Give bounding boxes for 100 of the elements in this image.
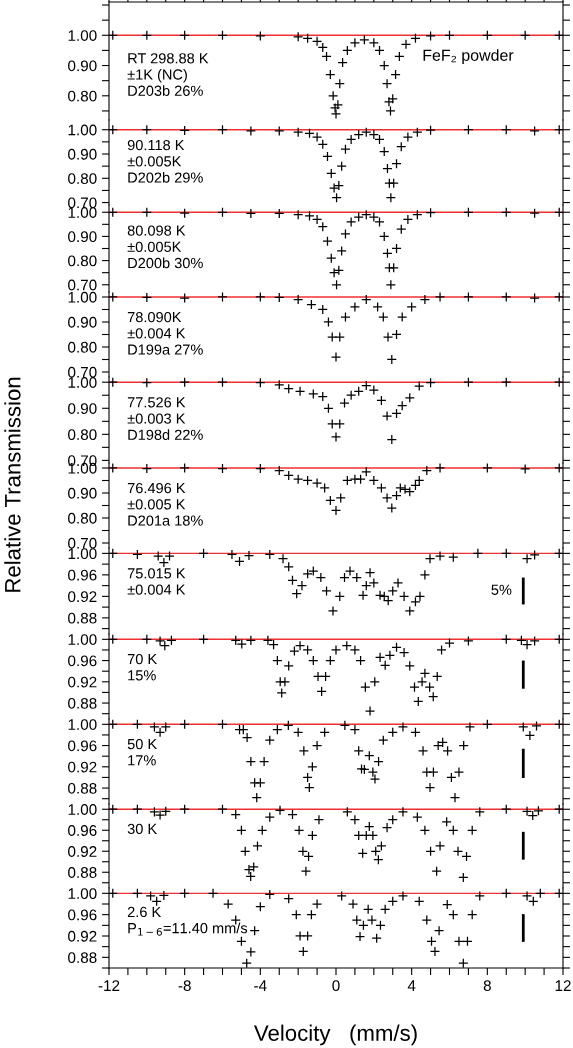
point xyxy=(387,896,398,907)
point xyxy=(412,127,423,138)
point xyxy=(391,329,402,340)
y-tick-label: 0.70 xyxy=(68,537,97,549)
point xyxy=(297,846,309,857)
point xyxy=(317,304,328,315)
point xyxy=(414,896,425,907)
point xyxy=(374,134,385,145)
point xyxy=(406,301,417,313)
point xyxy=(463,207,474,218)
point xyxy=(364,567,376,578)
point xyxy=(304,128,315,139)
point xyxy=(245,946,257,958)
y-tick-label: 1.00 xyxy=(68,30,97,41)
annotation: FeF₂ powder xyxy=(423,49,514,65)
point xyxy=(367,766,379,778)
point xyxy=(223,898,234,910)
point xyxy=(316,686,327,697)
point xyxy=(531,720,542,732)
point xyxy=(336,245,347,257)
point xyxy=(397,721,409,733)
point xyxy=(444,637,455,649)
y-tick-label: 0.96 xyxy=(68,740,97,752)
point xyxy=(374,652,386,663)
point xyxy=(501,804,512,815)
point xyxy=(516,635,527,646)
annotation: RT 298.88 K ±1K (NC) D203b 26% xyxy=(127,53,209,96)
point xyxy=(141,377,152,388)
point xyxy=(311,898,323,910)
point xyxy=(354,931,366,942)
y-tick-label: 0.70 xyxy=(68,197,97,209)
point xyxy=(520,30,531,41)
point xyxy=(279,676,291,687)
x-tick-label: 8 xyxy=(483,980,491,992)
point xyxy=(308,655,319,666)
point xyxy=(330,351,342,363)
point xyxy=(291,909,302,920)
point xyxy=(461,851,472,862)
point xyxy=(141,634,152,645)
point xyxy=(141,292,152,303)
point xyxy=(381,492,393,504)
point xyxy=(296,580,308,591)
point xyxy=(268,639,279,650)
point xyxy=(378,735,389,746)
point xyxy=(264,811,275,823)
point xyxy=(132,719,143,730)
point xyxy=(342,806,353,818)
point xyxy=(302,475,313,486)
point xyxy=(327,605,339,617)
point xyxy=(391,243,402,254)
point xyxy=(361,294,372,305)
point xyxy=(402,131,414,143)
point xyxy=(437,737,448,748)
point xyxy=(529,292,540,304)
point xyxy=(342,475,353,486)
point xyxy=(452,846,464,857)
point xyxy=(240,846,251,857)
point xyxy=(384,650,396,661)
point xyxy=(375,920,386,931)
point xyxy=(382,248,393,259)
point xyxy=(334,331,345,343)
point xyxy=(402,214,414,225)
point xyxy=(255,463,266,474)
point xyxy=(429,946,441,957)
x-tick-label: 0 xyxy=(332,980,340,992)
point xyxy=(383,96,395,107)
point xyxy=(390,69,401,80)
point xyxy=(554,634,563,645)
annotation: 30 K xyxy=(127,823,157,835)
point xyxy=(554,719,563,730)
point xyxy=(331,192,342,203)
point xyxy=(307,761,318,772)
point xyxy=(334,78,345,89)
point xyxy=(373,756,384,767)
point xyxy=(245,208,257,219)
y-tick-label: 0.80 xyxy=(68,341,97,353)
point xyxy=(432,671,443,682)
point xyxy=(249,925,260,936)
point xyxy=(149,721,160,733)
y-tick-label: 0.90 xyxy=(68,231,97,243)
point xyxy=(353,830,364,841)
point xyxy=(363,904,374,915)
point xyxy=(330,505,342,516)
y-tick-label: 0.90 xyxy=(68,60,97,72)
point xyxy=(431,866,442,877)
y-tick-label: 0.96 xyxy=(68,655,97,667)
point xyxy=(283,470,294,481)
x-tick-label: 12 xyxy=(555,980,571,991)
point xyxy=(554,888,563,899)
y-tick-label: 1.00 xyxy=(68,124,97,136)
point xyxy=(321,585,332,597)
annotation: 90.118 K ±0.005K D202b 29% xyxy=(127,139,203,183)
point xyxy=(396,224,407,235)
point xyxy=(230,635,241,646)
point xyxy=(404,605,415,617)
point xyxy=(302,33,313,44)
point xyxy=(404,392,415,403)
point xyxy=(501,292,512,303)
y-tick-label: 0.70 xyxy=(68,366,97,378)
point xyxy=(453,936,465,947)
